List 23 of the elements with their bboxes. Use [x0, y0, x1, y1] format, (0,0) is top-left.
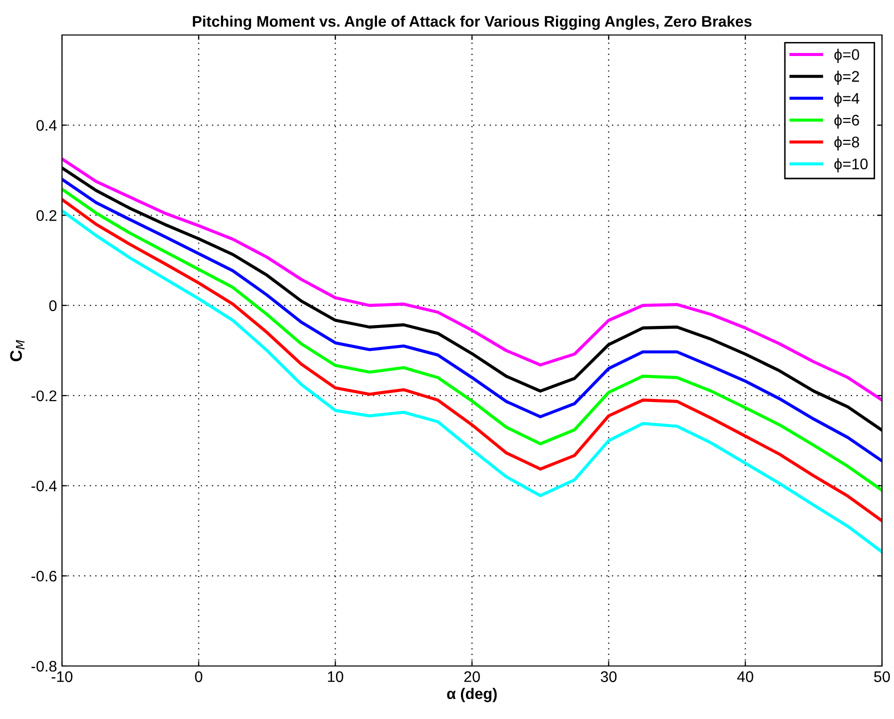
x-axis-title: α (deg)	[447, 688, 497, 702]
chart-title: Pitching Moment vs. Angle of Attack for Various Rigging Angles, Zero Brakes	[192, 16, 752, 30]
y-tick-label: -0.6	[31, 570, 56, 582]
x-tick-label: 50	[874, 671, 890, 682]
legend-label: ϕ=6	[834, 114, 860, 129]
y-tick-label: -0.4	[31, 480, 57, 492]
y-tick-label: 0.4	[36, 120, 57, 131]
y-tick-label: -0.2	[31, 390, 56, 402]
x-tick-label: 30	[600, 671, 617, 682]
y-tick-label: 0.2	[36, 210, 56, 221]
x-tick-label: 10	[328, 671, 344, 682]
legend-label: ϕ=8	[834, 136, 860, 151]
y-tick-label: -0.8	[31, 660, 56, 672]
x-tick-label: 20	[464, 671, 480, 682]
y-axis-title: C$_{M}$	[10, 340, 25, 362]
x-tick-label: 0	[195, 671, 202, 682]
x-tick-label: 40	[737, 671, 754, 682]
legend-label: ϕ=2	[834, 70, 859, 85]
legend-label: ϕ=10	[834, 158, 868, 172]
legend-label: ϕ=4	[834, 92, 860, 107]
legend-label: ϕ=0	[834, 48, 860, 63]
y-tick-label: 0	[49, 300, 57, 312]
x-tick-label: -10	[52, 671, 72, 682]
